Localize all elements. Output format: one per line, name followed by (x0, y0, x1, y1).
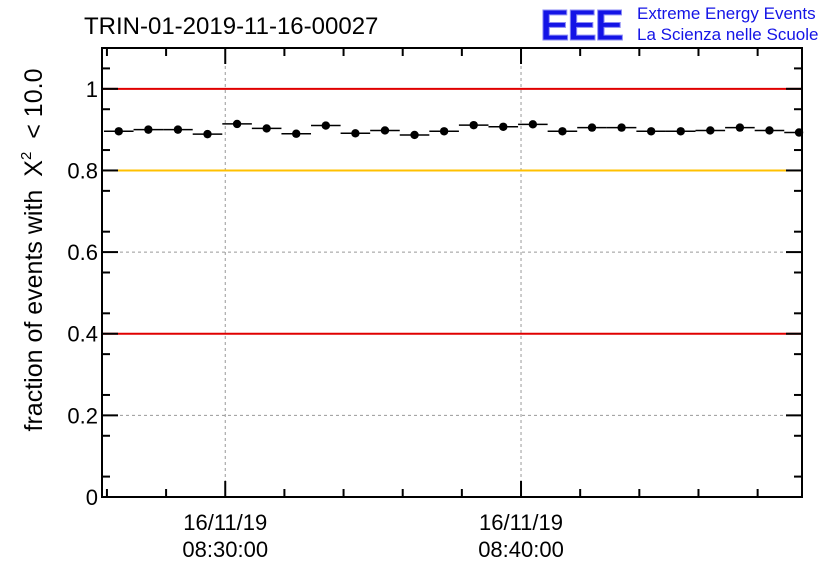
data-point-3 (192, 129, 223, 139)
y-tick-label-5: 1 (86, 77, 98, 102)
x-tick-label-date-1: 16/11/19 (479, 510, 563, 535)
reference-lines (102, 87, 802, 335)
y-axis-label-symbol: X (20, 160, 48, 177)
data-point-15 (547, 127, 578, 136)
y-axis-label-suffix: < 10.0 (20, 69, 48, 139)
data-point-19 (665, 127, 696, 136)
y-axis-label-prefix: fraction of events with (20, 190, 48, 432)
data-point-14 (518, 120, 548, 129)
data-point-18 (636, 127, 666, 136)
axes (101, 47, 803, 498)
data-point-marker (114, 127, 123, 136)
data-point-0 (103, 127, 134, 136)
data-point-16 (577, 123, 607, 132)
data-point-10 (399, 130, 430, 140)
data-point-marker (499, 122, 508, 131)
tick-labels: 00.20.40.60.8116/11/1908:30:0016/11/1908… (67, 77, 563, 562)
eee-logo: EEE Extreme Energy Events La Scienza nel… (540, 1, 819, 51)
data-point-marker (144, 125, 153, 134)
data-point-marker (469, 120, 478, 130)
y-axis-label-superscript: 2 (18, 152, 35, 160)
data-point-12 (458, 120, 489, 130)
data-point-marker (173, 125, 183, 134)
data-point-1 (133, 125, 164, 134)
data-point-9 (370, 126, 400, 135)
y-tick-label-0: 0 (86, 485, 98, 510)
data-point-marker (351, 129, 360, 138)
y-axis-label: fraction of events with X2 < 10.0 (9, 69, 48, 432)
data-point-5 (251, 124, 282, 133)
data-point-marker (232, 119, 242, 129)
data-point-13 (488, 122, 519, 131)
x-tick-label-time-0: 08:30:00 (182, 537, 268, 562)
data-point-marker (439, 127, 449, 136)
x-tick-label-time-1: 08:40:00 (478, 537, 564, 562)
data-point-marker (528, 120, 538, 129)
data-point-6 (281, 129, 312, 138)
eee-logo-letters: EEE (540, 1, 623, 50)
data-point-marker (765, 126, 774, 135)
data-point-11 (429, 127, 459, 136)
data-points (103, 119, 804, 140)
eee-logo-line2: La Scienza nelle Scuole (637, 25, 818, 44)
data-point-marker (617, 123, 626, 132)
data-point-20 (695, 126, 726, 135)
data-point-22 (754, 126, 785, 135)
data-point-marker (735, 123, 745, 132)
data-point-marker (706, 126, 715, 135)
eee-logo-line1: Extreme Energy Events (637, 4, 816, 23)
data-point-7 (311, 121, 341, 130)
data-point-marker (203, 129, 212, 139)
x-tick-label-date-0: 16/11/19 (183, 510, 267, 535)
data-point-17 (606, 123, 637, 132)
data-point-marker (380, 126, 390, 135)
data-point-marker (321, 121, 331, 130)
data-point-marker (410, 130, 419, 140)
y-tick-label-2: 0.4 (67, 322, 98, 347)
data-point-marker (587, 123, 597, 132)
data-point-2 (163, 125, 193, 134)
data-point-marker (262, 124, 271, 133)
data-point-marker (676, 127, 685, 136)
data-point-marker (558, 127, 567, 136)
y-tick-label-1: 0.2 (67, 403, 98, 428)
y-tick-label-3: 0.6 (67, 240, 98, 265)
data-point-marker (646, 127, 656, 136)
data-point-marker (292, 129, 301, 138)
data-point-8 (340, 129, 371, 138)
data-point-4 (222, 119, 252, 129)
data-point-21 (725, 123, 755, 132)
y-tick-label-4: 0.8 (67, 158, 98, 183)
chart-title: TRIN-01-2019-11-16-00027 (84, 13, 378, 40)
